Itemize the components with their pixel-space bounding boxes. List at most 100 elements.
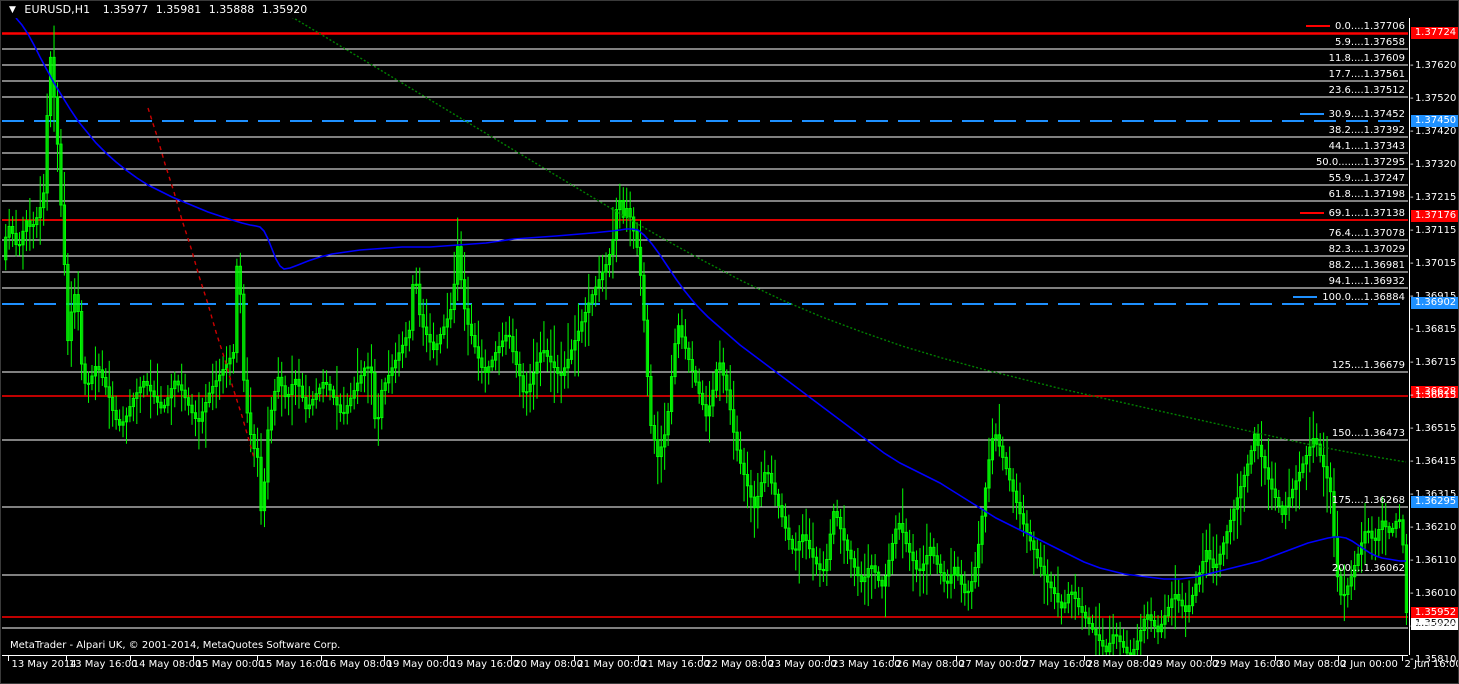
ohlc-close: 1.35920 — [261, 3, 308, 16]
time-tick-separator — [765, 656, 767, 661]
price-tick-label: 1.36615 — [1415, 390, 1457, 401]
time-tick-separator — [129, 656, 131, 661]
price-tick-label: 1.36110 — [1415, 555, 1457, 566]
price-tick: -1.36415 — [1410, 456, 1458, 468]
time-tick-label: 2 Jun 00:00 — [1340, 659, 1398, 670]
price-tick-label: 1.35910 — [1415, 621, 1457, 632]
price-tick: -1.36315 — [1410, 489, 1458, 501]
moving-average-fast — [15, 18, 1406, 580]
time-tick-label: 2 Jun 16:00 — [1404, 659, 1459, 670]
time-tick-label: 29 May 16:00 — [1213, 659, 1283, 670]
price-scale[interactable]: 1.37724 -1.37620 -1.37520 1.37450 -1.37420 -1… — [1409, 18, 1458, 665]
time-tick-separator — [511, 656, 513, 661]
price-tick-label: 1.36815 — [1415, 324, 1457, 335]
time-tick-separator — [892, 656, 894, 661]
time-tick-separator — [256, 656, 258, 661]
tick-dash-icon: - — [1410, 456, 1414, 467]
time-tick-separator — [1274, 656, 1276, 661]
price-tick-label: 1.36715 — [1415, 357, 1457, 368]
candlestick-series — [4, 25, 1408, 655]
time-tick-label: 22 May 08:00 — [705, 659, 774, 670]
time-tick-separator — [320, 656, 322, 661]
status-bar: MetaTrader - Alpari UK, © 2001-2014, Met… — [10, 640, 341, 651]
time-tick-label: 13 May 2014 — [11, 659, 77, 670]
time-tick-separator — [638, 656, 640, 661]
time-tick-separator — [1019, 656, 1021, 661]
price-tick: -1.36010 — [1410, 588, 1458, 600]
price-tick-label: 1.36415 — [1415, 456, 1457, 467]
price-tick-label: 1.37420 — [1415, 126, 1457, 137]
price-highlight-label: 1.37724 — [1411, 27, 1458, 39]
tick-dash-icon: - — [1410, 390, 1414, 401]
price-tick: -1.36210 — [1410, 522, 1458, 534]
price-tick: -1.37015 — [1410, 258, 1458, 270]
tick-dash-icon: - — [1410, 654, 1414, 665]
ohlc-low: 1.35888 — [208, 3, 255, 16]
time-tick-label: 26 May 08:00 — [895, 659, 965, 670]
time-tick-label: 21 May 16:00 — [641, 659, 710, 670]
tick-dash-icon: - — [1410, 522, 1414, 533]
price-tick: -1.35910 — [1410, 621, 1458, 633]
tick-dash-icon: - — [1410, 159, 1414, 170]
time-tick-label: 23 May 16:00 — [832, 659, 901, 670]
tick-dash-icon: - — [1410, 621, 1414, 632]
time-tick-label: 13 May 16:00 — [68, 659, 138, 670]
ohlc-values: 1.35977 1.35981 1.35888 1.35920 — [103, 3, 312, 16]
price-tick: -1.37620 — [1410, 60, 1458, 72]
price-tick: -1.36515 — [1410, 423, 1458, 435]
time-scale[interactable]: 13 May 2014 13 May 16:00 14 May 08:00 15 Ma… — [2, 655, 1458, 683]
tick-dash-icon: - — [1410, 555, 1414, 566]
price-tick-label: 1.37520 — [1415, 93, 1457, 104]
price-highlight-label: 1.35920 — [1411, 618, 1458, 630]
price-tick-label: 1.36915 — [1414, 291, 1456, 302]
price-highlight-label: 1.35952 — [1411, 607, 1458, 619]
ohlc-open: 1.35977 — [102, 3, 149, 16]
time-tick-separator — [192, 656, 194, 661]
tick-dash-icon: - — [1410, 324, 1414, 335]
price-tick-label: 1.36315 — [1415, 489, 1457, 500]
price-tick-label: 1.36210 — [1415, 522, 1457, 533]
price-highlight-label: 1.37176 — [1411, 210, 1458, 222]
price-tick: -1.36110 — [1410, 555, 1458, 567]
time-tick-label: 14 May 08:00 — [132, 659, 202, 670]
price-tick: -1.36615 — [1410, 390, 1458, 402]
tick-dash-icon: - — [1410, 225, 1414, 236]
time-tick-separator — [383, 656, 385, 661]
tick-dash-icon: - — [1410, 588, 1414, 599]
time-tick-label: 30 May 08:00 — [1277, 659, 1347, 670]
chart-plot-area[interactable]: 0.0....1.37706 5.9....1.37658 11.8....1.37… — [2, 18, 1408, 655]
price-tick: -1.37115 — [1410, 225, 1458, 237]
tick-dash-icon: - — [1410, 192, 1414, 203]
price-tick-label: 1.37015 — [1415, 258, 1457, 269]
time-tick-separator — [8, 656, 10, 661]
time-tick-separator — [1401, 656, 1403, 661]
price-highlight-label: 1.36295 — [1411, 496, 1458, 508]
time-tick-label: 21 May 00:00 — [577, 659, 646, 670]
price-tick-label: 1.37215 — [1415, 192, 1457, 203]
time-tick-label: 15 May 16:00 — [259, 659, 329, 670]
tick-dash-icon: - — [1410, 291, 1414, 303]
price-tick-label: 1.37620 — [1415, 60, 1457, 71]
time-tick-label: 15 May 00:00 — [195, 659, 265, 670]
price-tick-label: 1.37115 — [1415, 225, 1457, 236]
chart-canvas — [2, 18, 1408, 655]
time-tick-separator — [447, 656, 449, 661]
price-tick-label: 1.37320 — [1415, 159, 1457, 170]
time-tick-separator — [1146, 656, 1148, 661]
price-tick: -1.37420 — [1410, 126, 1458, 138]
tick-dash-icon: - — [1410, 60, 1414, 71]
horizontal-price-levels — [2, 33, 1408, 629]
price-highlight-label: 1.36902 — [1411, 297, 1458, 309]
time-tick-label: 19 May 16:00 — [450, 659, 520, 670]
time-tick-label: 27 May 16:00 — [1022, 659, 1092, 670]
symbol-info-bar: ▼ EURUSD,H1 1.35977 1.35981 1.35888 1.35… — [1, 1, 1458, 18]
tick-dash-icon: - — [1410, 357, 1414, 368]
time-tick-separator — [1083, 656, 1085, 661]
time-tick-separator — [956, 656, 958, 661]
time-tick-separator — [1210, 656, 1212, 661]
price-tick-label: 1.36515 — [1415, 423, 1457, 434]
time-tick-separator — [829, 656, 831, 661]
price-tick: -1.37520 — [1410, 93, 1458, 105]
triangle-down-icon[interactable]: ▼ — [9, 4, 16, 15]
price-highlight-label: 1.36628 — [1411, 386, 1458, 398]
